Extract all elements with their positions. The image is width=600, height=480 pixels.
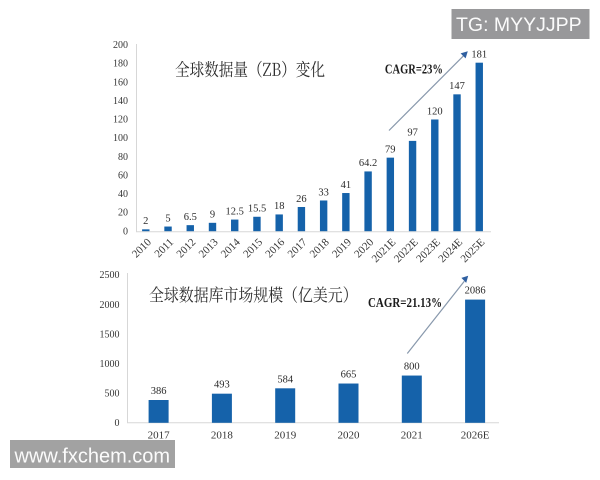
- svg-text:6.5: 6.5: [184, 212, 197, 223]
- svg-text:2019: 2019: [274, 429, 297, 441]
- svg-text:2017: 2017: [148, 429, 171, 441]
- svg-text:TG: MYYJJPP: TG: MYYJJPP: [456, 14, 582, 36]
- svg-text:40: 40: [118, 189, 128, 200]
- svg-text:20: 20: [118, 208, 128, 219]
- svg-text:www.fxchem.com: www.fxchem.com: [14, 445, 171, 467]
- svg-text:584: 584: [277, 374, 294, 385]
- svg-text:181: 181: [471, 50, 487, 61]
- svg-text:2: 2: [143, 216, 148, 227]
- svg-text:2021: 2021: [401, 429, 423, 441]
- svg-text:60: 60: [118, 170, 128, 181]
- svg-text:1500: 1500: [100, 329, 120, 340]
- svg-text:180: 180: [113, 59, 128, 70]
- svg-text:2026E: 2026E: [461, 429, 490, 441]
- svg-text:2000: 2000: [100, 300, 120, 311]
- svg-text:500: 500: [105, 388, 120, 399]
- svg-text:12.5: 12.5: [226, 206, 244, 217]
- svg-text:80: 80: [118, 152, 128, 163]
- svg-text:5: 5: [165, 213, 170, 224]
- svg-text:386: 386: [151, 386, 167, 397]
- svg-text:2018: 2018: [211, 429, 234, 441]
- svg-text:2086: 2086: [465, 286, 486, 297]
- svg-text:CAGR=23%: CAGR=23%: [385, 62, 443, 77]
- svg-text:120: 120: [113, 115, 128, 126]
- svg-text:64.2: 64.2: [359, 158, 377, 169]
- svg-text:100: 100: [113, 133, 128, 144]
- svg-text:160: 160: [113, 77, 128, 88]
- svg-text:26: 26: [296, 194, 307, 205]
- svg-text:2500: 2500: [100, 270, 120, 281]
- svg-text:140: 140: [113, 96, 128, 107]
- svg-text:0: 0: [115, 418, 120, 429]
- svg-text:147: 147: [449, 81, 465, 92]
- svg-text:200: 200: [113, 40, 128, 51]
- svg-text:9: 9: [210, 210, 215, 221]
- svg-text:41: 41: [341, 180, 352, 191]
- svg-text:1000: 1000: [100, 359, 120, 370]
- svg-text:120: 120: [427, 106, 443, 117]
- svg-text:800: 800: [404, 362, 420, 373]
- svg-text:79: 79: [385, 145, 396, 156]
- svg-text:665: 665: [341, 370, 357, 381]
- svg-text:CAGR=21.13%: CAGR=21.13%: [368, 295, 442, 310]
- svg-text:0: 0: [123, 226, 128, 237]
- svg-text:97: 97: [407, 128, 418, 139]
- svg-text:493: 493: [214, 380, 230, 391]
- svg-text:33: 33: [318, 187, 329, 198]
- svg-text:2020: 2020: [338, 429, 361, 441]
- svg-text:15.5: 15.5: [248, 204, 266, 215]
- svg-text:18: 18: [274, 201, 285, 212]
